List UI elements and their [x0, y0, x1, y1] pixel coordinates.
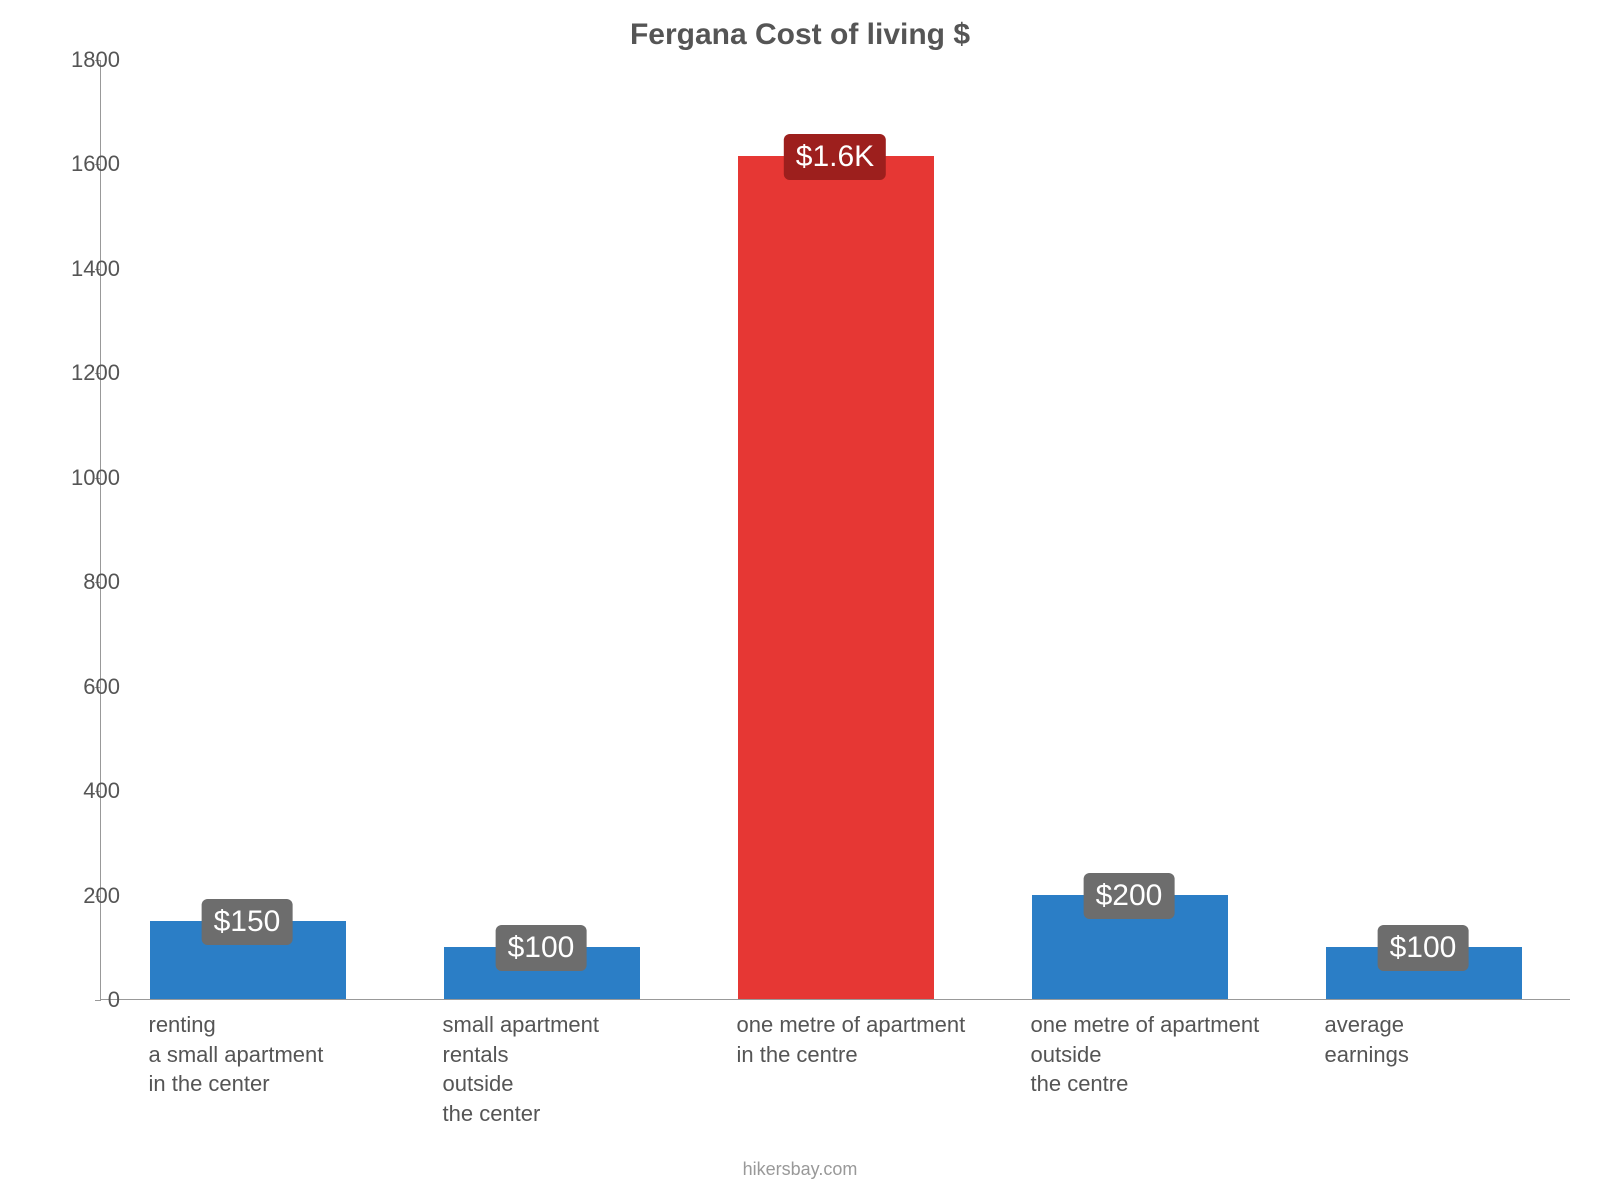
y-tick — [95, 1000, 101, 1001]
y-tick-label: 200 — [83, 883, 120, 909]
plot-area — [100, 60, 1570, 1000]
y-tick-label: 1000 — [71, 465, 120, 491]
y-tick-label: 1400 — [71, 256, 120, 282]
y-tick-label: 1800 — [71, 47, 120, 73]
x-category-label: renting a small apartment in the center — [149, 1010, 443, 1099]
x-category-label: small apartment rentals outside the cent… — [443, 1010, 737, 1129]
value-badge: $150 — [202, 899, 293, 945]
chart-title: Fergana Cost of living $ — [0, 18, 1600, 52]
x-category-label: one metre of apartment outside the centr… — [1031, 1010, 1325, 1099]
y-tick-label: 800 — [83, 569, 120, 595]
value-badge: $200 — [1084, 873, 1175, 919]
y-tick-label: 1200 — [71, 360, 120, 386]
x-category-label: one metre of apartment in the centre — [737, 1010, 1031, 1069]
bar — [738, 156, 935, 999]
value-badge: $100 — [496, 925, 587, 971]
y-tick-label: 0 — [108, 987, 120, 1013]
chart-container: Fergana Cost of living $ hikersbay.com 0… — [0, 0, 1600, 1200]
value-badge: $1.6K — [784, 134, 886, 180]
value-badge: $100 — [1378, 925, 1469, 971]
y-tick-label: 400 — [83, 778, 120, 804]
chart-footer: hikersbay.com — [0, 1159, 1600, 1180]
x-category-label: average earnings — [1325, 1010, 1600, 1069]
y-tick-label: 1600 — [71, 151, 120, 177]
y-tick-label: 600 — [83, 674, 120, 700]
